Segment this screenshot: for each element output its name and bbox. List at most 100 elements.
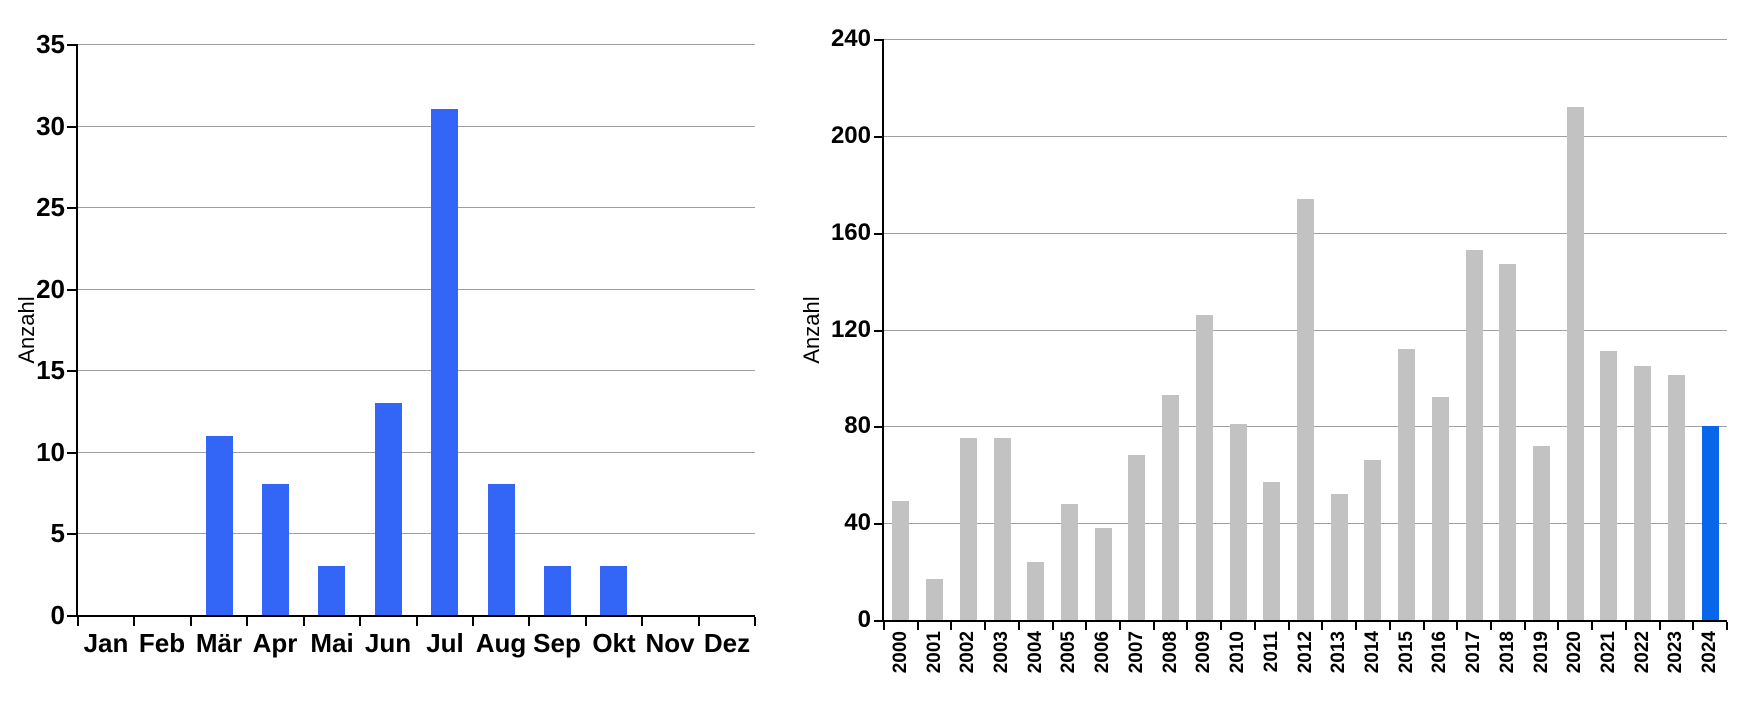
x-tick-18 [1490, 622, 1492, 630]
bar-Mai [318, 566, 345, 615]
y-tick-80 [874, 426, 882, 428]
x-tick-4 [303, 617, 305, 626]
x-tick-8 [528, 617, 530, 626]
y-tick-label-0: 0 [50, 600, 65, 630]
x-tick-4 [1018, 622, 1020, 630]
x-label-2019: 2019 [1531, 631, 1552, 674]
bar-2020 [1567, 107, 1584, 620]
x-tick-7 [1119, 622, 1121, 630]
x-label-2006: 2006 [1092, 631, 1113, 674]
x-tick-22 [1625, 622, 1627, 630]
x-tick-20 [1557, 622, 1559, 630]
bar-2023 [1668, 375, 1685, 620]
x-tick-6 [416, 617, 418, 626]
y-tick-label-120: 120 [830, 316, 871, 343]
x-tick-9 [1186, 622, 1188, 630]
x-label-2000: 2000 [890, 631, 911, 674]
bar-2011 [1263, 482, 1280, 620]
gridline-5 [78, 533, 755, 534]
x-label-2012: 2012 [1295, 631, 1316, 674]
x-tick-12 [754, 617, 756, 626]
y-axis-title: Anzahl [799, 296, 824, 364]
x-label-2022: 2022 [1632, 631, 1653, 674]
x-axis [76, 615, 755, 617]
y-tick-label-80: 80 [844, 412, 871, 439]
x-label-Mai: Mai [310, 628, 354, 658]
x-tick-11 [1254, 622, 1256, 630]
x-label-2002: 2002 [957, 631, 978, 674]
gridline-35 [78, 44, 755, 45]
bar-2008 [1162, 395, 1179, 620]
x-tick-25 [1726, 622, 1728, 630]
bar-2000 [892, 501, 909, 620]
y-tick-0 [67, 615, 76, 617]
x-label-2014: 2014 [1362, 631, 1383, 674]
bar-2007 [1128, 455, 1145, 620]
x-tick-6 [1085, 622, 1087, 630]
bar-2012 [1297, 199, 1314, 620]
x-tick-5 [1052, 622, 1054, 630]
bar-Aug [488, 484, 515, 615]
y-tick-label-10: 10 [36, 437, 65, 467]
x-label-Dez: Dez [703, 628, 751, 658]
bar-Jun [375, 403, 402, 615]
y-tick-30 [67, 126, 76, 128]
y-tick-label-35: 35 [36, 29, 65, 59]
y-tick-35 [67, 44, 76, 46]
y-tick-5 [67, 533, 76, 535]
y-tick-label-200: 200 [830, 122, 871, 149]
bar-Mär [206, 436, 233, 615]
x-tick-11 [698, 617, 700, 626]
x-label-Jan: Jan [83, 628, 129, 658]
bar-2004 [1027, 562, 1044, 620]
x-tick-7 [472, 617, 474, 626]
gridline-20 [78, 289, 755, 290]
x-label-2007: 2007 [1126, 631, 1147, 674]
bar-2014 [1364, 460, 1381, 620]
y-tick-15 [67, 370, 76, 372]
x-tick-10 [641, 617, 643, 626]
bar-2021 [1600, 351, 1617, 620]
bar-Sep [544, 566, 571, 615]
x-tick-3 [984, 622, 986, 630]
x-tick-23 [1659, 622, 1661, 630]
bar-2002 [960, 438, 977, 620]
x-tick-1 [917, 622, 919, 630]
bar-2015 [1398, 349, 1415, 620]
x-tick-14 [1355, 622, 1357, 630]
x-label-2011: 2011 [1261, 631, 1282, 673]
bar-2010 [1230, 424, 1247, 620]
x-tick-2 [950, 622, 952, 630]
x-label-2016: 2016 [1429, 631, 1450, 674]
x-tick-1 [133, 617, 135, 626]
x-label-Jul: Jul [426, 628, 464, 658]
y-axis [76, 44, 78, 617]
y-tick-40 [874, 523, 882, 525]
y-tick-0 [874, 620, 882, 622]
bar-2016 [1432, 397, 1449, 620]
bar-2024 [1702, 426, 1719, 620]
y-tick-label-160: 160 [830, 219, 871, 246]
x-tick-15 [1389, 622, 1391, 630]
y-tick-label-0: 0 [857, 606, 871, 633]
x-tick-19 [1524, 622, 1526, 630]
x-label-2015: 2015 [1396, 631, 1417, 674]
x-label-2021: 2021 [1598, 631, 1619, 674]
x-label-2009: 2009 [1193, 631, 1214, 674]
y-tick-label-5: 5 [50, 518, 65, 548]
bar-2003 [994, 438, 1011, 620]
x-label-2010: 2010 [1227, 631, 1248, 674]
x-label-Mär: Mär [195, 628, 243, 658]
bar-2018 [1499, 264, 1516, 620]
x-tick-9 [585, 617, 587, 626]
x-tick-2 [190, 617, 192, 626]
x-tick-24 [1692, 622, 1694, 630]
y-tick-20 [67, 289, 76, 291]
y-tick-label-30: 30 [36, 111, 65, 141]
x-label-2013: 2013 [1328, 631, 1349, 674]
y-tick-label-25: 25 [36, 192, 65, 222]
x-label-Feb: Feb [138, 628, 186, 658]
x-label-Jun: Jun [364, 628, 412, 658]
